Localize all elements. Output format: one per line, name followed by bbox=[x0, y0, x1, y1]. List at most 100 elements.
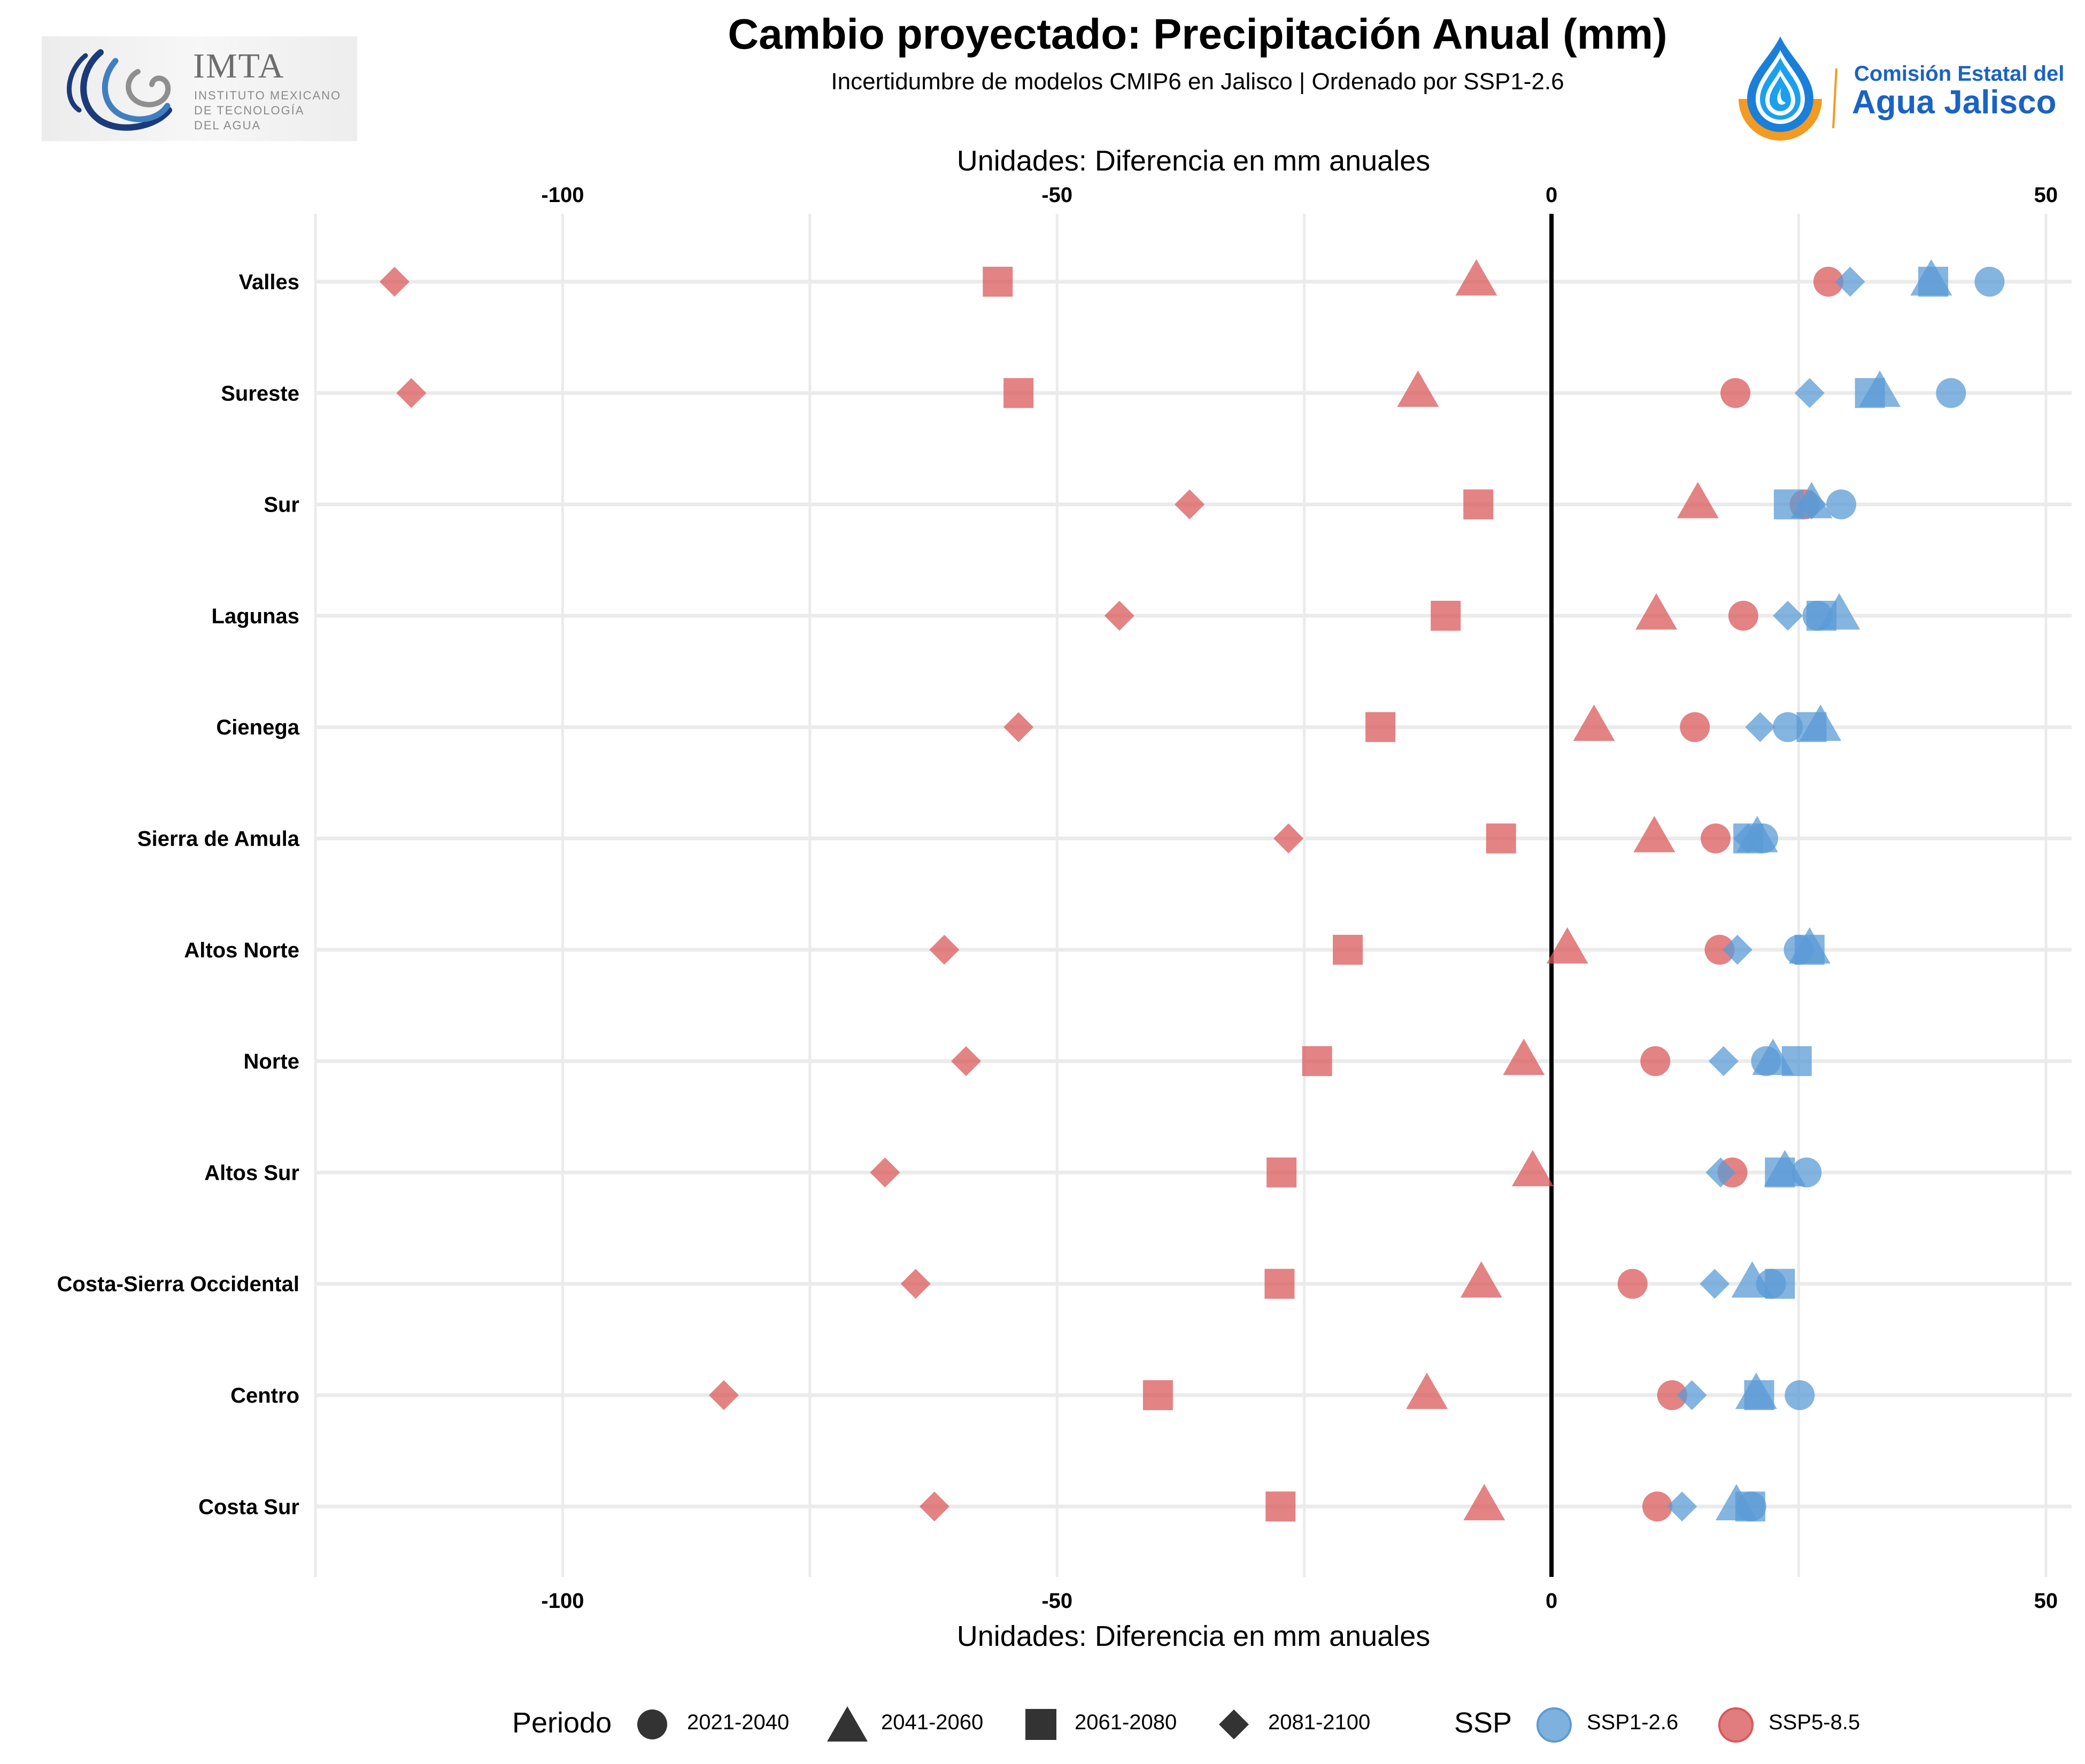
point-ssp585-2021-2040-circle bbox=[1720, 378, 1751, 408]
point-ssp585-2041-2060-triangle bbox=[1633, 816, 1675, 853]
x-tick-label-top: 0 bbox=[1546, 183, 1557, 207]
category-label: Centro bbox=[230, 1384, 299, 1407]
point-ssp126-2061-2080-square bbox=[1855, 378, 1885, 408]
point-ssp585-2041-2060-triangle bbox=[1455, 259, 1497, 296]
point-ssp585-2081-2100-diamond bbox=[1175, 489, 1205, 520]
point-ssp585-2061-2080-square bbox=[1302, 1046, 1332, 1077]
point-ssp585-2041-2060-triangle bbox=[1677, 482, 1719, 519]
category-label: Costa Sur bbox=[198, 1495, 299, 1519]
point-ssp585-2061-2080-square bbox=[1365, 712, 1396, 742]
category-label: Costa-Sierra Occidental bbox=[57, 1273, 300, 1296]
point-ssp585-2041-2060-triangle bbox=[1546, 927, 1588, 964]
point-ssp126-2021-2040-circle bbox=[1773, 712, 1803, 742]
point-ssp126-2081-2100-diamond bbox=[1708, 1046, 1739, 1077]
water-drop-icon bbox=[1739, 36, 1822, 141]
legend-triangle-icon bbox=[827, 1706, 868, 1742]
point-ssp126-2081-2100-diamond bbox=[1733, 823, 1764, 854]
cea-line-2: Agua Jalisco bbox=[1852, 84, 2057, 121]
imta-wordmark: IMTA bbox=[193, 47, 285, 86]
point-ssp585-2061-2080-square bbox=[1486, 823, 1516, 854]
point-ssp126-2061-2080-square bbox=[1765, 1268, 1795, 1299]
point-ssp126-2061-2080-square bbox=[1918, 267, 1949, 297]
x-axis-title-bottom: Unidades: Diferencia en mm anuales bbox=[956, 1620, 1431, 1652]
point-ssp126-2081-2100-diamond bbox=[1722, 934, 1752, 965]
point-ssp126-2021-2040-circle bbox=[1936, 378, 1966, 408]
legend: Periodo 2021-2040 2041-2060 2061-2080 20… bbox=[0, 1700, 2085, 1743]
point-ssp585-2041-2060-triangle bbox=[1635, 593, 1678, 630]
category-label: Norte bbox=[244, 1050, 299, 1073]
point-ssp126-2061-2080-square bbox=[1765, 1157, 1795, 1188]
chart-subtitle: Incertidumbre de modelos CMIP6 en Jalisc… bbox=[831, 68, 1564, 95]
point-ssp585-2021-2040-circle bbox=[1701, 823, 1731, 854]
category-label: Cienega bbox=[216, 716, 299, 739]
imta-line-3: DEL AGUA bbox=[194, 119, 261, 132]
x-tick-label-bottom: -100 bbox=[541, 1589, 584, 1613]
point-ssp126-2061-2080-square bbox=[1796, 712, 1827, 742]
legend-ssp585-icon bbox=[1718, 1707, 1754, 1743]
point-ssp126-2061-2080-square bbox=[1806, 600, 1837, 631]
category-label: Altos Sur bbox=[204, 1161, 299, 1185]
legend-label-2081-2100: 2081-2100 bbox=[1268, 1711, 1371, 1734]
point-ssp585-2041-2060-triangle bbox=[1463, 1484, 1505, 1521]
point-ssp585-2041-2060-triangle bbox=[1460, 1261, 1502, 1298]
point-ssp126-2061-2080-square bbox=[1735, 1491, 1765, 1522]
point-ssp585-2081-2100-diamond bbox=[1104, 600, 1134, 631]
point-ssp126-2081-2100-diamond bbox=[1700, 1268, 1730, 1299]
point-ssp585-2041-2060-triangle bbox=[1573, 705, 1615, 741]
legend-label-2041-2060: 2041-2060 bbox=[881, 1711, 984, 1734]
x-tick-label-top: -100 bbox=[541, 183, 584, 207]
point-ssp126-2061-2080-square bbox=[1794, 934, 1825, 965]
point-ssp585-2061-2080-square bbox=[1333, 934, 1363, 965]
chart-title: Cambio proyectado: Precipitación Anual (… bbox=[728, 10, 1667, 58]
point-ssp585-2081-2100-diamond bbox=[900, 1268, 931, 1299]
point-ssp585-2061-2080-square bbox=[1264, 1268, 1295, 1299]
point-ssp585-2081-2100-diamond bbox=[929, 934, 960, 965]
tick-label-layer: -100 -100 -50 -50 0 0 50 50 bbox=[541, 183, 2058, 1613]
point-ssp585-2021-2040-circle bbox=[1642, 1491, 1672, 1522]
point-ssp585-2021-2040-circle bbox=[1813, 267, 1843, 297]
legend-label-ssp126: SSP1-2.6 bbox=[1587, 1711, 1679, 1734]
point-ssp585-2061-2080-square bbox=[1003, 378, 1034, 408]
category-label: Altos Norte bbox=[184, 939, 299, 962]
category-label-layer: Valles Sureste Sur Lagunas Cienega Sierra de … bbox=[57, 270, 300, 1519]
point-ssp126-2081-2100-diamond bbox=[1835, 267, 1865, 297]
legend-label-2021-2040: 2021-2040 bbox=[687, 1711, 790, 1734]
point-ssp585-2081-2100-diamond bbox=[1003, 712, 1034, 742]
legend-label-ssp585: SSP5-8.5 bbox=[1769, 1711, 1860, 1734]
cea-logo: Comisión Estatal del Agua Jalisco bbox=[1732, 32, 2069, 144]
point-ssp585-2021-2040-circle bbox=[1680, 712, 1710, 742]
legend-title-ssp: SSP bbox=[1454, 1707, 1512, 1739]
imta-logo: IMTA INSTITUTO MEXICANO DE TECNOLOGÍA DE… bbox=[42, 36, 357, 141]
legend-title-periodo: Periodo bbox=[512, 1707, 612, 1739]
point-ssp126-2061-2080-square bbox=[1781, 1046, 1812, 1077]
point-ssp126-2021-2040-circle bbox=[1785, 1380, 1815, 1410]
point-ssp585-2061-2080-square bbox=[1431, 600, 1461, 631]
category-label: Sureste bbox=[221, 382, 299, 405]
point-ssp585-2081-2100-diamond bbox=[379, 267, 410, 297]
data-mark-layer bbox=[379, 259, 2005, 1522]
point-ssp126-2081-2100-diamond bbox=[1745, 712, 1775, 742]
category-label: Lagunas bbox=[212, 605, 299, 628]
x-tick-label-top: 50 bbox=[2034, 183, 2058, 207]
point-ssp126-2041-2060-triangle bbox=[1731, 1261, 1773, 1298]
point-ssp585-2021-2040-circle bbox=[1704, 934, 1735, 965]
imta-line-1: INSTITUTO MEXICANO bbox=[194, 89, 342, 102]
point-ssp585-2021-2040-circle bbox=[1728, 600, 1758, 631]
legend-label-2061-2080: 2061-2080 bbox=[1075, 1711, 1177, 1734]
x-tick-label-bottom: -50 bbox=[1041, 1589, 1072, 1613]
grid-layer bbox=[314, 214, 2072, 1577]
legend-circle-icon bbox=[637, 1709, 667, 1739]
point-ssp585-2041-2060-triangle bbox=[1397, 370, 1439, 407]
point-ssp585-2041-2060-triangle bbox=[1511, 1150, 1554, 1187]
point-ssp126-2081-2100-diamond bbox=[1677, 1380, 1707, 1410]
cea-line-1: Comisión Estatal del bbox=[1854, 62, 2065, 86]
point-ssp585-2041-2060-triangle bbox=[1503, 1038, 1545, 1075]
category-label: Valles bbox=[239, 270, 299, 294]
point-ssp126-2061-2080-square bbox=[1744, 1380, 1774, 1410]
x-axis-title-top: Unidades: Diferencia en mm anuales bbox=[956, 145, 1431, 177]
point-ssp585-2081-2100-diamond bbox=[951, 1046, 982, 1077]
point-ssp126-2081-2100-diamond bbox=[1705, 1157, 1736, 1188]
category-label: Sur bbox=[264, 493, 299, 517]
imta-line-2: DE TECNOLOGÍA bbox=[194, 104, 305, 117]
point-ssp585-2021-2040-circle bbox=[1657, 1380, 1687, 1410]
